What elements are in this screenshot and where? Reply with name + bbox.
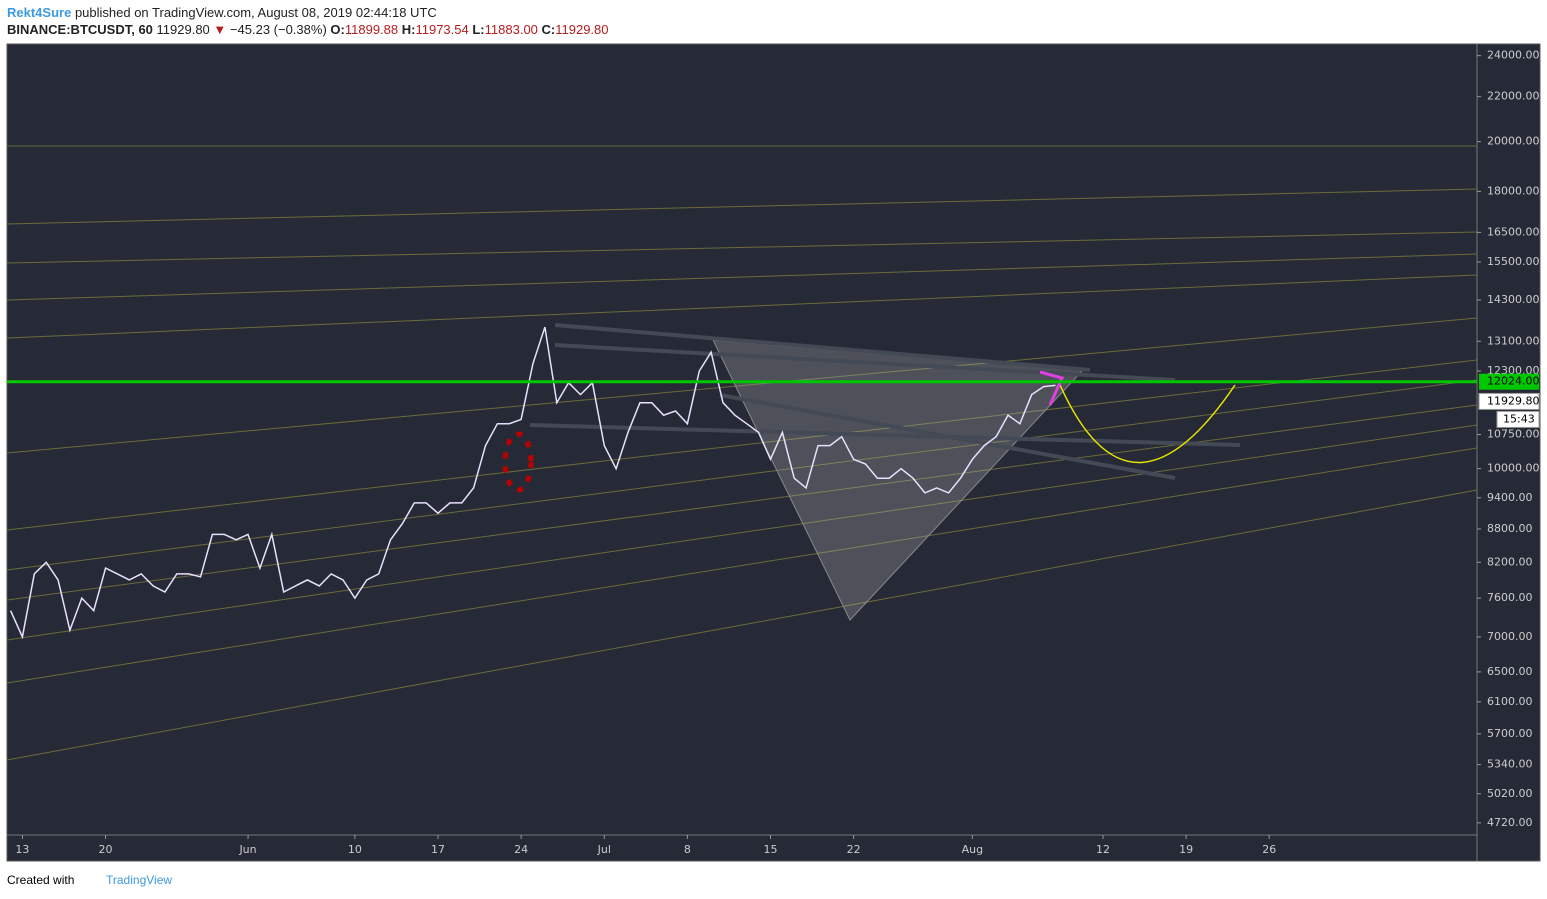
symbol: BINANCE:BTCUSDT, 60: [7, 22, 153, 37]
arrow: ▼: [213, 22, 227, 37]
y-tick-label: 24000.00: [1487, 49, 1540, 62]
footer-brand[interactable]: TradingView: [106, 873, 172, 887]
x-tick-label: Jun: [238, 843, 256, 856]
projection-curve: [1059, 384, 1236, 464]
y-tick-label: 7600.00: [1487, 591, 1533, 604]
price-level-box: [1479, 373, 1539, 390]
x-tick-label: 24: [514, 843, 528, 856]
c-label: C:: [541, 22, 556, 37]
x-tick-label: 26: [1262, 843, 1276, 856]
close: 11929.80: [555, 22, 609, 37]
y-tick-label: 14300.00: [1487, 293, 1540, 306]
y-tick-label: 22000.00: [1487, 90, 1540, 103]
author[interactable]: Rekt4Sure: [7, 5, 72, 20]
y-tick-label: 5340.00: [1487, 758, 1533, 771]
footer-text: Created with: [7, 873, 74, 887]
published: published on TradingView.com, August 08,…: [74, 5, 437, 20]
countdown-box: [1496, 410, 1540, 428]
y-tick-label: 8800.00: [1487, 522, 1533, 535]
ohlc-line: BINANCE:BTCUSDT, 60 11929.80 ▼ −45.23 (−…: [7, 22, 609, 37]
y-tick-label: 16500.00: [1487, 225, 1540, 238]
y-tick-label: 10750.00: [1487, 428, 1540, 441]
header-line: Rekt4Sure published on TradingView.com, …: [7, 5, 437, 20]
x-tick-label: 12: [1096, 843, 1110, 856]
open: 11899.88: [344, 22, 399, 37]
y-tick-label: 7000.00: [1487, 630, 1533, 643]
high: 11973.54: [415, 22, 469, 37]
y-tick-label: 9400.00: [1487, 491, 1533, 504]
y-tick-label: 8200.00: [1487, 555, 1533, 568]
y-tick-label: 5700.00: [1487, 727, 1533, 740]
l-label: L:: [472, 22, 485, 37]
x-tick-label: 10: [348, 843, 362, 856]
y-tick-label: 15500.00: [1487, 255, 1540, 268]
x-tick-label: 19: [1179, 843, 1193, 856]
y-tick-label: 6100.00: [1487, 695, 1533, 708]
x-tick-label: 22: [847, 843, 861, 856]
y-tick-label: 4720.00: [1487, 816, 1533, 829]
x-tick-label: 20: [99, 843, 113, 856]
x-tick-label: 13: [15, 843, 29, 856]
y-tick-label: 20000.00: [1487, 135, 1540, 148]
low: 11883.00: [484, 22, 538, 37]
x-tick-label: Jul: [597, 843, 611, 856]
change: −45.23 (−0.38%): [229, 22, 327, 37]
h-label: H:: [401, 22, 416, 37]
x-tick-label: 8: [684, 843, 691, 856]
channel-lines: [529, 323, 1241, 480]
price: 11929.80: [156, 22, 210, 37]
y-tick-label: 10000.00: [1487, 462, 1540, 475]
last-price-box: [1478, 392, 1540, 410]
circle-drawing: [502, 431, 534, 493]
x-tick-label: 17: [431, 843, 445, 856]
arrow-drawing: [1039, 370, 1065, 406]
price-level-label: 12024.00: [1487, 375, 1540, 388]
x-tick-label: Aug: [962, 843, 983, 856]
y-tick-label: 18000.00: [1487, 184, 1540, 197]
price-line: [9, 326, 1056, 640]
y-tick-label: 5020.00: [1487, 787, 1533, 800]
x-tick-label: 15: [763, 843, 777, 856]
last-price-label: 11929.80: [1487, 394, 1540, 407]
y-tick-label: 6500.00: [1487, 665, 1533, 678]
o-label: O:: [330, 22, 345, 37]
y-tick-label: 13100.00: [1487, 334, 1540, 347]
countdown: 15:43: [1503, 412, 1535, 425]
